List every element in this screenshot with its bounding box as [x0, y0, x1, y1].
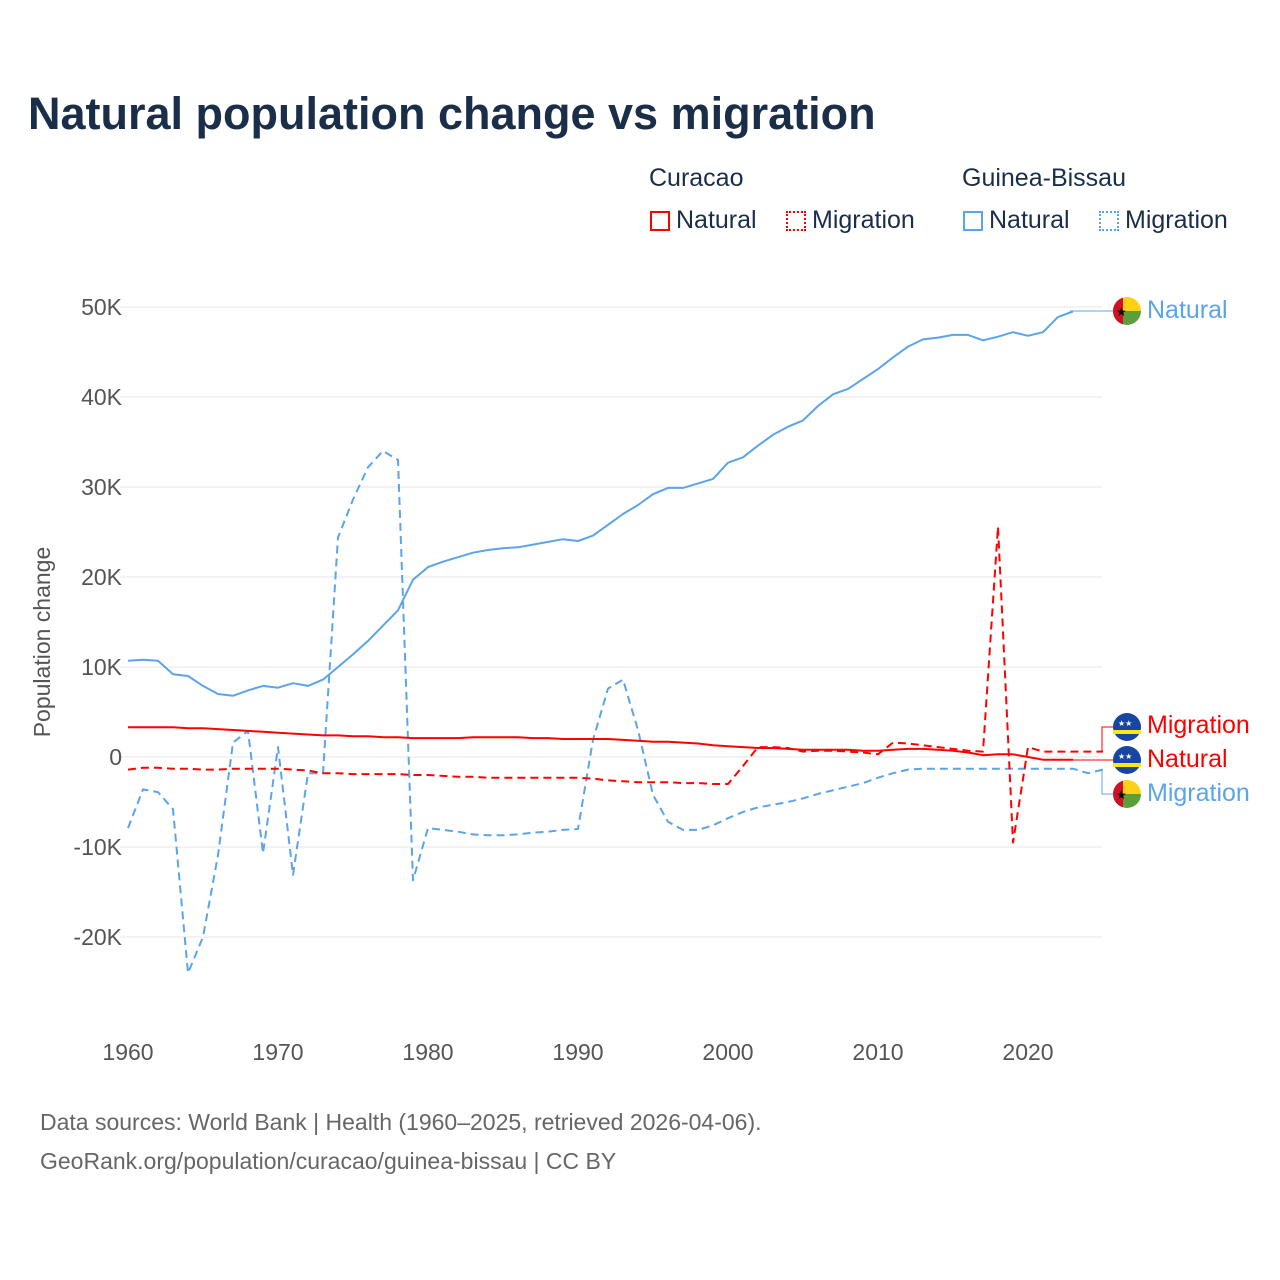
y-tick-label: 0 [109, 744, 122, 770]
y-tick-label: 30K [81, 474, 123, 500]
y-tick-label: 40K [81, 384, 123, 410]
series-line-guinea-bissau-migration [127, 450, 1104, 974]
y-axis-label: Population change [29, 547, 55, 738]
legend-label: Migration [1125, 206, 1228, 234]
legend-gb-migration[interactable]: Migration [1099, 206, 1228, 235]
y-tick-label: -10K [73, 834, 122, 860]
svg-text:★: ★ [1116, 305, 1127, 319]
chart-title: Natural population change vs migration [28, 88, 876, 139]
guinea-bissau-flag-icon: ★ [1113, 780, 1141, 808]
series-line-guinea-bissau-natural [127, 310, 1074, 697]
svg-text:★: ★ [1116, 788, 1127, 802]
x-tick-label: 2010 [852, 1039, 903, 1065]
legend-group-curacao: Curacao [649, 164, 744, 192]
legend-label: Migration [812, 206, 915, 234]
connector [1101, 726, 1113, 752]
guinea-bissau-flag-icon: ★ [1113, 297, 1141, 325]
legend-curacao-migration[interactable]: Migration [786, 206, 915, 235]
end-label-gb-migration: Migration [1147, 779, 1250, 807]
series-line-curacao-migration [127, 525, 1103, 844]
series-line-curacao-natural [128, 726, 1073, 761]
connector [1101, 770, 1113, 795]
source-note: Data sources: World Bank | Health (1960–… [40, 1109, 762, 1135]
curacao-flag-icon: ★★ [1113, 713, 1141, 741]
dotted-swatch-icon [786, 210, 806, 231]
legend-group-guinea-bissau: Guinea-Bissau [962, 164, 1126, 192]
x-tick-label: 1990 [552, 1039, 603, 1065]
solid-swatch-icon [650, 210, 670, 231]
x-tick-label: 2020 [1002, 1039, 1053, 1065]
svg-text:★★: ★★ [1118, 752, 1132, 761]
end-label-curacao-natural: Natural [1147, 745, 1228, 773]
curacao-flag-icon: ★★ [1113, 746, 1141, 774]
y-tick-label: 10K [81, 654, 123, 680]
end-label-curacao-migration: Migration [1147, 711, 1250, 739]
y-tick-label: -20K [73, 924, 122, 950]
solid-swatch-icon [963, 210, 983, 231]
end-label-gb-natural: Natural [1147, 296, 1228, 324]
svg-text:★★: ★★ [1118, 719, 1132, 728]
legend-label: Natural [989, 206, 1070, 234]
y-tick-label: 50K [81, 294, 123, 320]
legend-gb-natural[interactable]: Natural [963, 206, 1070, 235]
legend-label: Natural [676, 206, 757, 234]
y-tick-label: 20K [81, 564, 123, 590]
x-tick-label: 1960 [102, 1039, 153, 1065]
x-tick-label: 1970 [252, 1039, 303, 1065]
source-url: GeoRank.org/population/curacao/guinea-bi… [40, 1148, 617, 1174]
x-tick-label: 1980 [402, 1039, 453, 1065]
legend-curacao-natural[interactable]: Natural [650, 206, 757, 235]
x-tick-label: 2000 [702, 1039, 753, 1065]
dotted-swatch-icon [1099, 210, 1119, 231]
